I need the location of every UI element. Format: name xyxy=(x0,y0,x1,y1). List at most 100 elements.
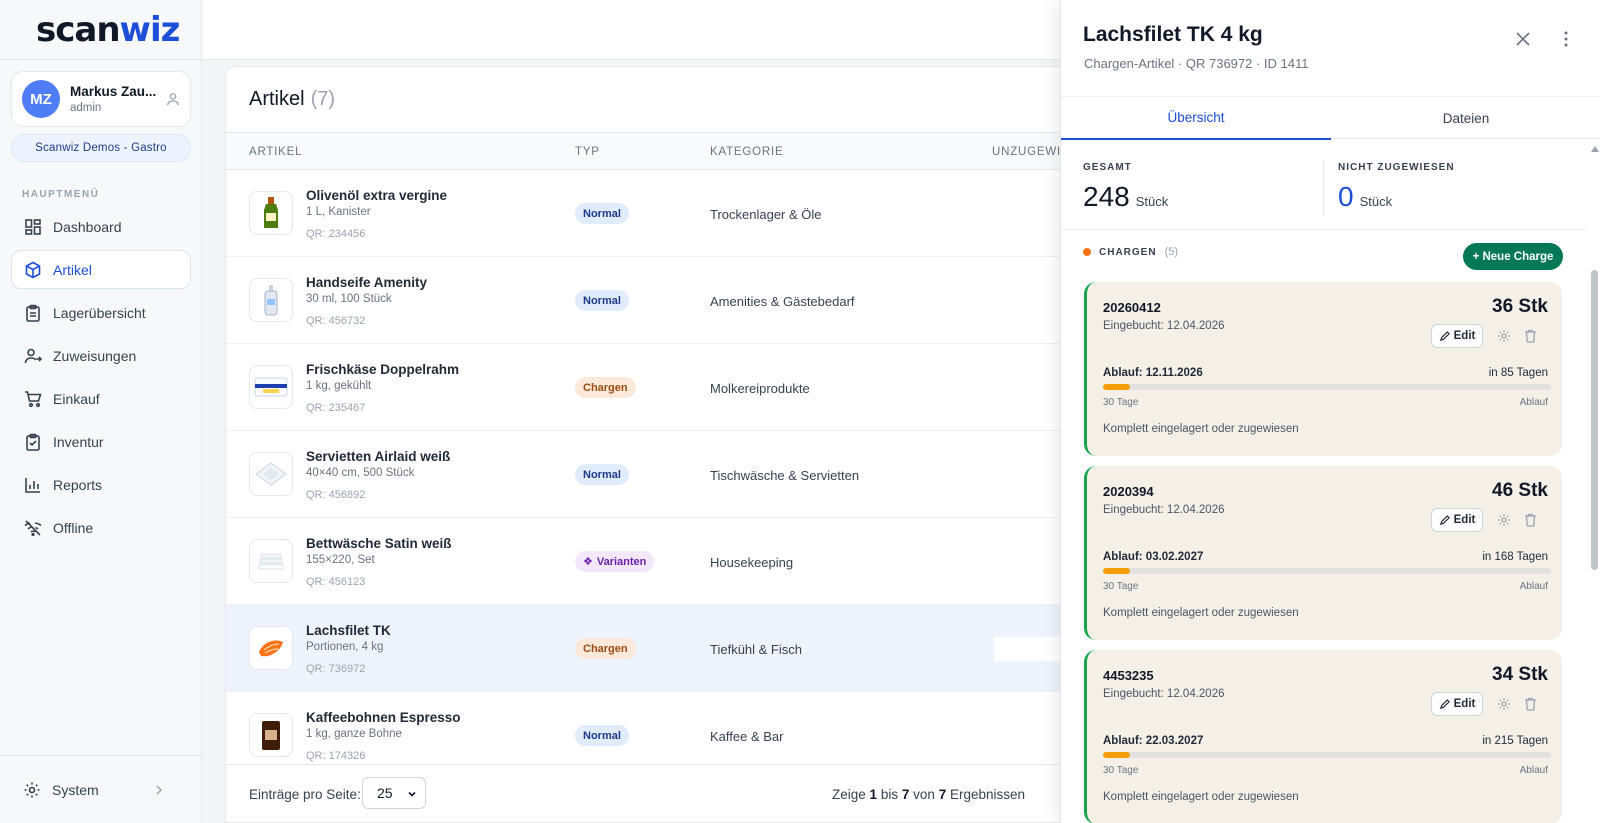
product-image xyxy=(249,626,293,670)
column-header-typ[interactable]: TYP xyxy=(575,146,600,158)
article-name: Servietten Airlaid weiß xyxy=(306,449,451,464)
batch-quantity: 46 Stk xyxy=(1492,480,1548,501)
type-badge: Chargen xyxy=(575,638,636,659)
article-name: Lachsfilet TK xyxy=(306,623,391,638)
batch-days-left: in 85 Tagen xyxy=(1488,367,1548,379)
wifi-off-icon xyxy=(24,519,42,536)
column-header-artikel[interactable]: ARTIKEL xyxy=(249,146,303,158)
batch-expiry: Ablauf: 12.11.2026 xyxy=(1103,367,1203,379)
batch-card: 2020394 Eingebucht: 12.04.2026 46 Stk Ed… xyxy=(1084,466,1562,640)
batch-expiry: Ablauf: 22.03.2027 xyxy=(1103,735,1204,747)
table-row[interactable]: Frischkäse Doppelrahm 1 kg, gekühlt QR: … xyxy=(226,344,1084,431)
pencil-icon xyxy=(1439,698,1450,709)
per-page-select[interactable]: 25 xyxy=(362,777,426,809)
dashboard-icon xyxy=(25,218,41,235)
batch-booked-date: Eingebucht: 12.04.2026 xyxy=(1103,504,1225,516)
sidebar-item-artikel[interactable]: Artikel xyxy=(11,250,191,289)
user-icon xyxy=(167,93,179,106)
table-row[interactable]: Servietten Airlaid weiß 40×40 cm, 500 St… xyxy=(226,431,1084,518)
close-icon[interactable] xyxy=(1515,31,1531,47)
sidebar-item-label: Einkauf xyxy=(53,390,100,407)
expiry-progress-bar xyxy=(1103,384,1551,390)
sidebar-item-zuweisungen[interactable]: Zuweisungen xyxy=(11,336,191,375)
article-category: Molkereiprodukte xyxy=(710,381,810,396)
column-header-unzugewiesen[interactable]: UNZUGEWIE xyxy=(992,146,1070,158)
article-description: 30 ml, 100 Stück xyxy=(306,293,392,305)
article-category: Kaffee & Bar xyxy=(710,729,784,744)
sidebar-item-system[interactable]: System xyxy=(0,755,202,823)
cart-icon xyxy=(25,390,42,407)
article-qr: QR: 456732 xyxy=(306,315,366,327)
avatar: MZ xyxy=(22,80,60,118)
pencil-icon xyxy=(1439,514,1450,525)
drawer-scrollbar[interactable] xyxy=(1589,146,1600,823)
gear-icon[interactable] xyxy=(1497,329,1511,343)
sidebar-item-label: Dashboard xyxy=(53,218,122,235)
app-logo[interactable]: scan wiz xyxy=(0,0,201,60)
sidebar-item-lageruebersicht[interactable]: Lagerübersicht xyxy=(11,293,191,332)
edit-batch-button[interactable]: Edit xyxy=(1431,324,1483,348)
variants-icon: ❖ xyxy=(583,556,593,568)
sidebar-item-offline[interactable]: Offline xyxy=(11,508,191,547)
edit-batch-button[interactable]: Edit xyxy=(1431,508,1483,532)
scroll-up-arrow-icon xyxy=(1591,146,1599,152)
sidebar-item-label: Zuweisungen xyxy=(53,347,137,364)
chevron-right-icon xyxy=(156,784,163,795)
table-row[interactable]: Handseife Amenity 30 ml, 100 Stück QR: 4… xyxy=(226,257,1084,344)
article-category: Tiefkühl & Fisch xyxy=(710,642,802,657)
sidebar-item-label: System xyxy=(52,781,99,798)
article-category: Trockenlager & Öle xyxy=(710,207,822,222)
article-name: Kaffeebohnen Espresso xyxy=(306,710,461,725)
sidebar: scan wiz MZ Markus Zau... admin Scanwiz D… xyxy=(0,0,202,823)
table-footer: Einträge pro Seite: 25 Zeige 1 bis 7 von… xyxy=(226,764,1084,822)
batch-number: 20260412 xyxy=(1103,300,1161,315)
article-description: 1 L, Kanister xyxy=(306,206,371,218)
article-description: 1 kg, gekühlt xyxy=(306,380,372,392)
article-category: Tischwäsche & Servietten xyxy=(710,468,860,483)
product-image xyxy=(249,191,293,235)
page-title: Artikel (7) xyxy=(249,88,336,110)
user-card[interactable]: MZ Markus Zau... admin xyxy=(11,71,191,127)
table-row[interactable]: Olivenöl extra vergine 1 L, Kanister QR:… xyxy=(226,170,1084,257)
edit-batch-button[interactable]: Edit xyxy=(1431,692,1483,716)
product-image xyxy=(249,539,293,583)
tab-uebersicht[interactable]: Übersicht xyxy=(1061,97,1331,140)
sidebar-item-label: Lagerübersicht xyxy=(53,304,146,321)
batch-expiry: Ablauf: 03.02.2027 xyxy=(1103,551,1204,563)
new-batch-button[interactable]: + Neue Charge xyxy=(1463,243,1563,270)
product-image xyxy=(249,365,293,409)
gear-icon[interactable] xyxy=(1497,697,1511,711)
sidebar-item-inventur[interactable]: Inventur xyxy=(11,422,191,461)
sidebar-item-reports[interactable]: Reports xyxy=(11,465,191,504)
scrollbar-thumb[interactable] xyxy=(1591,270,1598,570)
article-qr: QR: 456123 xyxy=(306,576,366,588)
sidebar-item-dashboard[interactable]: Dashboard xyxy=(11,207,191,246)
drawer-subtitle: Chargen-Artikel · QR 736972 · ID 1411 xyxy=(1084,56,1309,71)
product-image xyxy=(249,452,293,496)
organization-switcher[interactable]: Scanwiz Demos - Gastro xyxy=(11,134,191,162)
table-row[interactable]: Bettwäsche Satin weiß 155×220, Set QR: 4… xyxy=(226,518,1084,605)
trash-icon[interactable] xyxy=(1524,329,1537,343)
per-page-label: Einträge pro Seite: xyxy=(249,787,361,802)
article-detail-drawer: Lachsfilet TK 4 kg Chargen-Artikel · QR … xyxy=(1060,0,1600,823)
tab-dateien[interactable]: Dateien xyxy=(1442,111,1490,126)
trash-icon[interactable] xyxy=(1524,513,1537,527)
batch-booked-date: Eingebucht: 12.04.2026 xyxy=(1103,688,1225,700)
batch-number: 4453235 xyxy=(1103,668,1154,683)
article-qr: QR: 174326 xyxy=(306,750,366,762)
sidebar-item-einkauf[interactable]: Einkauf xyxy=(11,379,191,418)
gear-icon[interactable] xyxy=(1497,513,1511,527)
batch-card: 20260412 Eingebucht: 12.04.2026 36 Stk E… xyxy=(1084,282,1562,456)
table-row-selected[interactable]: Lachsfilet TK Portionen, 4 kg QR: 736972… xyxy=(226,605,1084,692)
trash-icon[interactable] xyxy=(1524,697,1537,711)
batch-status: Komplett eingelagert oder zugewiesen xyxy=(1103,423,1299,435)
checklist-icon xyxy=(26,433,40,451)
more-vertical-icon[interactable] xyxy=(1558,30,1574,48)
column-header-kategorie[interactable]: KATEGORIE xyxy=(710,146,784,158)
drawer-tabs: Übersicht Dateien xyxy=(1061,96,1600,140)
batch-status: Komplett eingelagert oder zugewiesen xyxy=(1103,607,1299,619)
article-name: Handseife Amenity xyxy=(306,275,428,290)
articles-count: (7) xyxy=(310,88,336,110)
chevron-down-icon xyxy=(408,791,416,797)
articles-panel: Artikel (7) ARTIKEL TYP KATEGORIE UNZUGEW… xyxy=(225,66,1085,823)
